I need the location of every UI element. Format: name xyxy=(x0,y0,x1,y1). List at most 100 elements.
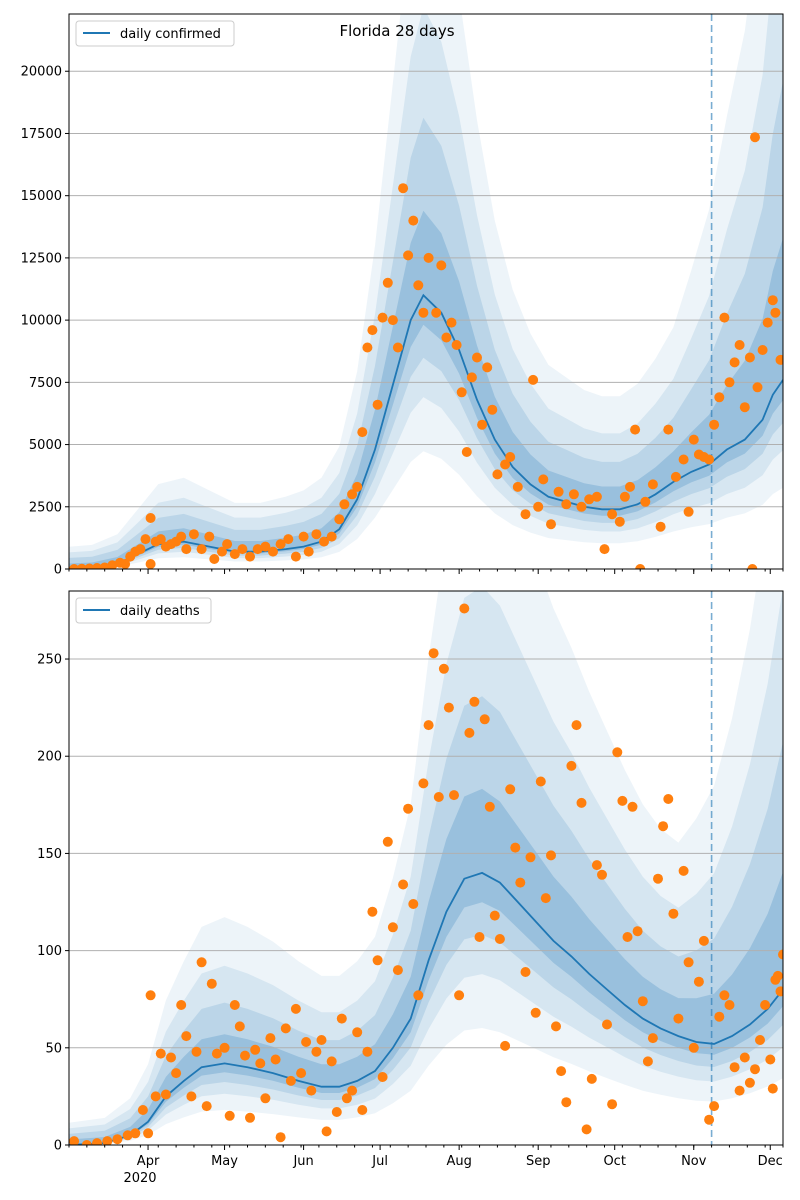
observed-point xyxy=(319,536,329,547)
observed-point xyxy=(551,1021,561,1032)
observed-point xyxy=(494,934,505,944)
observed-point xyxy=(92,1138,102,1145)
observed-point xyxy=(265,1033,276,1044)
observed-point xyxy=(619,491,630,502)
observed-point xyxy=(530,1007,541,1018)
observed-point xyxy=(222,539,233,550)
observed-point xyxy=(303,546,314,557)
observed-point xyxy=(765,1054,776,1065)
uncertainty-band xyxy=(69,14,783,569)
uncertainty-band xyxy=(69,14,783,569)
observed-point xyxy=(408,899,419,909)
observed-point xyxy=(377,312,388,323)
observed-point xyxy=(99,562,110,569)
observed-point xyxy=(326,531,337,542)
observed-point xyxy=(245,551,255,562)
observed-point xyxy=(719,312,730,323)
observed-point xyxy=(191,1046,202,1057)
observed-point xyxy=(456,387,467,398)
legend-label: daily deaths xyxy=(120,604,200,619)
observed-point xyxy=(362,342,373,353)
data-marks xyxy=(69,14,783,569)
observed-point xyxy=(443,702,454,713)
y-tick-label: 100 xyxy=(37,944,62,959)
observed-point xyxy=(367,325,378,336)
observed-point xyxy=(196,957,207,968)
observed-point xyxy=(298,531,309,542)
observed-point xyxy=(339,499,350,510)
observed-point xyxy=(663,794,674,804)
observed-point xyxy=(372,399,383,410)
observed-point xyxy=(285,1075,296,1086)
observed-point xyxy=(607,1099,618,1110)
observed-point xyxy=(612,747,623,758)
observed-point xyxy=(362,1046,373,1057)
observed-point xyxy=(591,491,602,502)
legend: daily confirmed xyxy=(75,20,235,47)
observed-point xyxy=(688,1042,699,1053)
observed-point xyxy=(143,1128,154,1139)
observed-point xyxy=(602,1019,612,1030)
observed-point xyxy=(607,509,618,520)
observed-point xyxy=(306,1085,317,1096)
observed-point xyxy=(130,1128,141,1139)
observed-point xyxy=(219,1042,230,1053)
observed-point xyxy=(714,1011,725,1022)
observed-point xyxy=(69,564,80,569)
observed-point xyxy=(290,551,301,562)
observed-point xyxy=(331,1107,342,1117)
observed-point xyxy=(714,392,725,403)
observed-point xyxy=(484,801,495,812)
observed-point xyxy=(762,317,773,328)
observed-point xyxy=(750,1064,760,1075)
observed-point xyxy=(739,1052,750,1063)
observed-point xyxy=(586,1073,597,1084)
observed-point xyxy=(538,474,549,485)
observed-point xyxy=(428,648,439,659)
observed-point xyxy=(209,554,220,564)
observed-point xyxy=(352,481,363,492)
observed-point xyxy=(336,1013,347,1024)
observed-point xyxy=(632,926,643,937)
observed-point xyxy=(525,852,536,863)
observed-point xyxy=(500,1040,511,1051)
uncertainty-band xyxy=(69,210,783,569)
observed-point xyxy=(510,842,521,853)
y-axis-ticks: 0 2500 5000 7500 10000 12500 15000 17500 20000 xyxy=(21,65,69,578)
observed-point xyxy=(206,978,217,989)
observed-point xyxy=(311,1046,322,1057)
observed-point xyxy=(275,539,286,550)
observed-point xyxy=(217,546,227,557)
observed-point xyxy=(597,869,607,880)
observed-point xyxy=(778,949,783,960)
y-tick-label: 20000 xyxy=(21,65,62,80)
observed-point xyxy=(625,481,635,492)
observed-point xyxy=(556,1066,567,1077)
observed-point xyxy=(546,519,556,530)
observed-point xyxy=(561,1097,572,1108)
observed-point xyxy=(614,516,625,527)
observed-point xyxy=(647,479,658,490)
y-tick-label: 150 xyxy=(37,847,62,862)
observed-point xyxy=(145,990,156,1001)
observed-point xyxy=(571,720,582,731)
observed-point xyxy=(744,352,755,363)
observed-point xyxy=(403,250,414,261)
observed-point xyxy=(280,1023,291,1034)
observed-point xyxy=(283,534,294,545)
observed-point xyxy=(176,531,187,542)
observed-point xyxy=(367,906,378,917)
observed-point xyxy=(102,1136,113,1145)
observed-point xyxy=(487,404,498,415)
uncertainty-band xyxy=(69,591,783,1145)
observed-point xyxy=(635,564,646,569)
observed-point xyxy=(347,1085,358,1096)
data-marks xyxy=(69,591,783,1145)
observed-point xyxy=(229,549,240,560)
y-tick-label: 200 xyxy=(37,750,62,765)
observed-point xyxy=(150,1091,161,1102)
observed-point xyxy=(464,727,475,738)
observed-point xyxy=(403,803,414,814)
y-tick-label: 17500 xyxy=(21,127,62,142)
